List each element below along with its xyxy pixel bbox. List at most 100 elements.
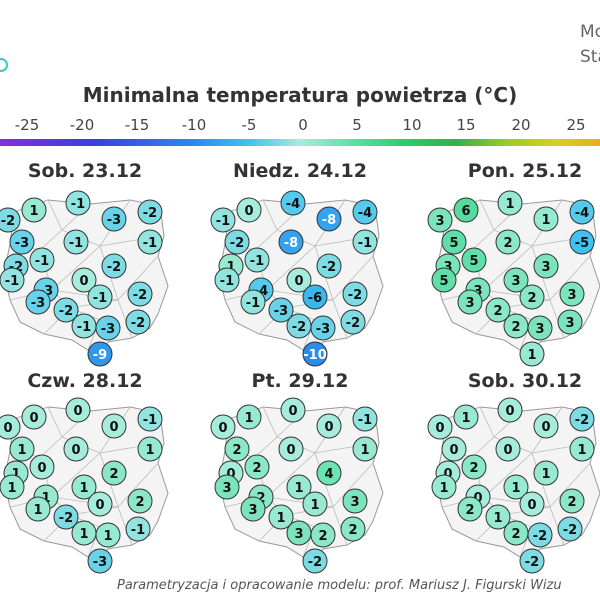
station-value: -1 (246, 296, 260, 311)
station-value: 3 (350, 495, 359, 510)
station-marker: 1 (21, 197, 47, 223)
station-circle (533, 413, 559, 439)
footer-credit: Parametryzacja i opracowanie modelu: pro… (117, 578, 562, 593)
station-value: 3 (443, 260, 452, 275)
station-circle (87, 341, 113, 367)
station-circle (137, 229, 163, 255)
station-circle (310, 522, 336, 548)
station-marker: 1 (286, 474, 312, 500)
station-marker: 3 (457, 289, 483, 315)
station-value: -3 (93, 555, 107, 570)
station-circle (533, 206, 559, 232)
header-right-line2: Sta (580, 47, 600, 67)
station-circle (316, 413, 342, 439)
station-value: 1 (29, 204, 38, 219)
station-value: 0 (29, 411, 38, 426)
station-value: 0 (79, 274, 88, 289)
station-circle (87, 491, 113, 517)
station-marker: 1 (431, 474, 457, 500)
station-marker: -2 (340, 309, 366, 335)
station-circle (352, 199, 378, 225)
station-circle (280, 190, 306, 216)
panel-title-sob-30: Sob. 30.12 (467, 370, 583, 392)
station-circle (519, 341, 545, 367)
station-value: 0 (443, 467, 452, 482)
station-marker: -1 (352, 229, 378, 255)
station-circle (352, 436, 378, 462)
station-value: 2 (511, 527, 520, 542)
station-circle (244, 247, 270, 273)
station-value: 0 (435, 421, 444, 436)
station-circle (25, 289, 51, 315)
station-marker: 0 (0, 414, 21, 440)
station-marker: -8 (278, 229, 304, 255)
station-value: -2 (348, 288, 362, 303)
header-right-text: Mo Sta (580, 20, 600, 70)
station-value: -4 (575, 206, 589, 221)
station-circle (557, 309, 583, 335)
scale-label: 15 (456, 116, 476, 134)
station-value: 0 (71, 443, 80, 458)
station-circle (9, 229, 35, 255)
logo-ring-icon (0, 58, 8, 72)
station-marker: 1 (503, 474, 529, 500)
station-marker: -3 (310, 315, 336, 341)
station-marker: -2 (302, 548, 328, 574)
station-value: -1 (35, 254, 49, 269)
station-circle (127, 281, 153, 307)
station-value: 3 (567, 288, 576, 303)
station-marker: 0 (519, 491, 545, 517)
station-circle (63, 436, 89, 462)
station-value: 0 (449, 443, 458, 458)
station-circle (352, 406, 378, 432)
station-value: 0 (37, 461, 46, 476)
station-circle (236, 404, 262, 430)
station-marker: -1 (125, 516, 151, 542)
station-circle (503, 474, 529, 500)
station-value: 1 (103, 529, 112, 544)
station-marker: 0 (87, 491, 113, 517)
station-marker: 0 (65, 397, 91, 423)
station-circle (316, 206, 342, 232)
station-circle (101, 413, 127, 439)
station-circle (310, 315, 336, 341)
station-circle (268, 504, 294, 530)
station-marker: 5 (441, 229, 467, 255)
station-marker: 1 (352, 436, 378, 462)
station-value: -2 (322, 260, 336, 275)
station-marker: -1 (137, 229, 163, 255)
scale-label: -20 (69, 116, 95, 134)
station-marker: 0 (495, 436, 521, 462)
station-value: -1 (143, 236, 157, 251)
station-marker: 2 (340, 516, 366, 542)
station-value: -2 (346, 316, 360, 331)
station-circle (569, 436, 595, 462)
scale-label: 25 (566, 116, 586, 134)
station-circle (441, 229, 467, 255)
station-marker: -1 (71, 313, 97, 339)
station-value: 0 (109, 420, 118, 435)
station-value: 2 (493, 304, 502, 319)
station-circle (244, 454, 270, 480)
station-marker: 2 (457, 496, 483, 522)
station-circle (519, 491, 545, 517)
scale-label: -25 (14, 116, 40, 134)
station-value: 0 (244, 204, 253, 219)
station-marker: -1 (0, 267, 25, 293)
scale-label: -15 (124, 116, 150, 134)
station-marker: 0 (497, 397, 523, 423)
station-value: -1 (71, 197, 85, 212)
station-value: -2 (525, 555, 539, 570)
station-marker: 1 (453, 404, 479, 430)
station-marker: 0 (427, 414, 453, 440)
station-circle (427, 207, 453, 233)
station-marker: 0 (21, 404, 47, 430)
station-circle (87, 548, 113, 574)
station-value: 1 (17, 443, 26, 458)
station-circle (342, 488, 368, 514)
station-marker: 3 (533, 253, 559, 279)
station-value: -4 (358, 206, 372, 221)
station-value: -2 (131, 316, 145, 331)
station-value: 0 (324, 420, 333, 435)
